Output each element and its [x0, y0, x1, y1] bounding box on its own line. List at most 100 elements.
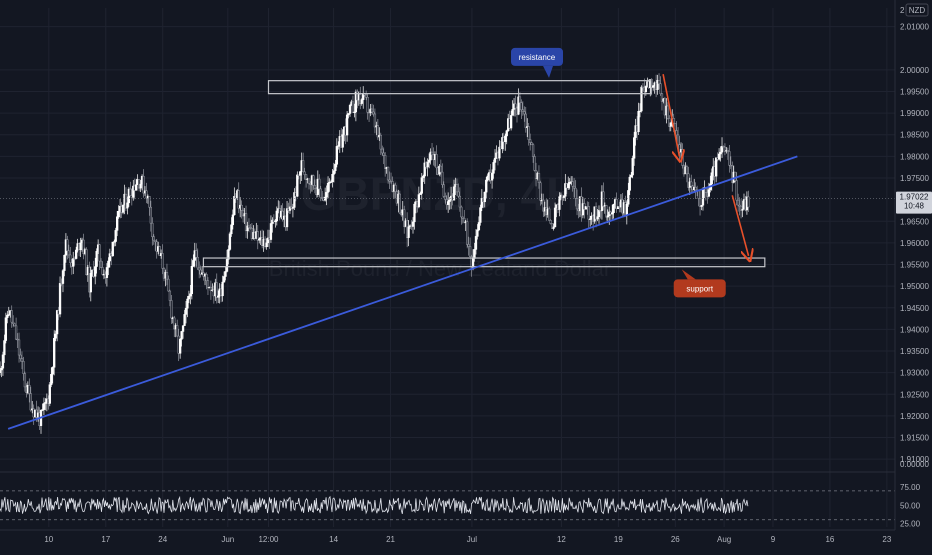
oscillator-line	[0, 495, 749, 515]
candle-body	[48, 384, 51, 404]
candle-body	[720, 146, 724, 153]
candle-body	[215, 282, 218, 298]
currency-badge[interactable]	[905, 3, 929, 17]
candle-body	[422, 175, 425, 178]
candle-body	[266, 237, 270, 244]
time-tick-label: 17	[101, 535, 110, 544]
candle-body	[241, 210, 245, 217]
candle-body	[527, 126, 530, 140]
candle-body	[192, 260, 195, 267]
candle-body	[439, 165, 442, 173]
candle-body	[107, 260, 110, 268]
candle-body	[426, 162, 429, 168]
down-arrow[interactable]	[662, 74, 679, 156]
time-axis[interactable]: 10 17 24 Jun 12:00 14 21 Jul 12 19 26 Aug 9 16 23	[44, 535, 891, 544]
price-tick-label: 1.91000	[900, 455, 929, 464]
osc-tick-label: 25.00	[900, 519, 921, 528]
candle-body	[82, 239, 85, 254]
candle-body	[195, 250, 198, 258]
candle-body	[715, 157, 718, 177]
candle-body	[627, 190, 630, 205]
candle-body	[29, 393, 32, 411]
candle-body	[288, 206, 292, 211]
candle-body	[16, 338, 19, 341]
candle-body	[656, 80, 659, 90]
candle-body	[717, 153, 721, 160]
candle-body	[485, 179, 488, 193]
candle-body	[479, 207, 482, 223]
candle-body	[707, 189, 710, 197]
candle-body	[154, 239, 157, 242]
candle-body	[726, 150, 730, 152]
candle-body	[281, 210, 284, 220]
trendline[interactable]	[7, 155, 798, 430]
osc-tick-label: 75.00	[900, 483, 921, 492]
price-tick-label: 1.92000	[900, 412, 929, 421]
candle-body	[199, 269, 202, 275]
currency-label[interactable]: 2 NZD	[900, 3, 929, 17]
resistance-box[interactable]	[267, 80, 652, 95]
candle-body	[701, 189, 705, 206]
candle-body	[734, 171, 737, 181]
candle-body	[542, 199, 545, 212]
support-label-tail	[681, 269, 696, 280]
candle-body	[61, 270, 65, 284]
candle-body	[574, 187, 577, 199]
candle-body	[504, 135, 507, 142]
osc-tick-label: 50.00	[900, 501, 921, 510]
candle-body	[249, 227, 252, 229]
candle-body	[22, 361, 25, 374]
candle-body	[348, 104, 352, 114]
candle-body	[625, 203, 628, 216]
candle-body	[116, 216, 119, 231]
price-axis[interactable]: 2.01000 2.00000 1.99500 1.99000 1.98500 1.980…	[900, 23, 929, 465]
candle-body	[233, 196, 236, 216]
candle-body	[386, 166, 390, 181]
candle-body	[447, 201, 450, 205]
candle-body	[360, 99, 363, 104]
candle-body	[126, 202, 129, 209]
candle-body	[176, 325, 179, 337]
candle-body	[345, 114, 349, 136]
resistance-label[interactable]: resistance	[511, 47, 563, 78]
candle-body	[224, 271, 227, 277]
candle-body	[505, 130, 508, 137]
candle-body	[334, 164, 337, 171]
candle-body	[124, 193, 128, 209]
support-label[interactable]: support	[673, 269, 726, 298]
oscillator-pane	[0, 490, 895, 521]
candle-body	[60, 283, 63, 285]
time-tick-label: 24	[158, 535, 167, 544]
down-arrow[interactable]	[731, 195, 748, 256]
price-tick-label: 1.95500	[900, 261, 929, 270]
support-box[interactable]	[202, 257, 766, 268]
candle-body	[198, 267, 201, 271]
candle-body	[594, 206, 598, 220]
candle-body	[99, 260, 103, 268]
candle-body	[237, 190, 240, 209]
candle-body	[675, 130, 678, 136]
time-tick-label: 14	[329, 535, 338, 544]
candle-body	[189, 293, 192, 297]
candle-body	[483, 191, 486, 203]
candle-body	[466, 221, 469, 245]
price-tick-label: 1.94000	[900, 325, 929, 334]
candle-body	[611, 212, 614, 215]
candle-body	[474, 236, 478, 250]
candle-body	[741, 208, 744, 211]
candle-body	[187, 295, 191, 300]
candle-body	[98, 244, 101, 262]
candle-body	[313, 185, 317, 189]
candle-body	[145, 190, 148, 199]
candle-body	[135, 184, 138, 191]
candle-body	[435, 154, 438, 169]
candle-body	[67, 250, 70, 256]
candle-body	[628, 176, 631, 191]
candle-body	[631, 158, 634, 176]
drawings-layer[interactable]: resistance support	[7, 47, 798, 430]
candle-body	[265, 242, 268, 248]
candle-body	[548, 208, 551, 221]
symbol-watermark-text: GBPNZD, 4H	[301, 168, 580, 220]
candle-body	[719, 151, 722, 155]
